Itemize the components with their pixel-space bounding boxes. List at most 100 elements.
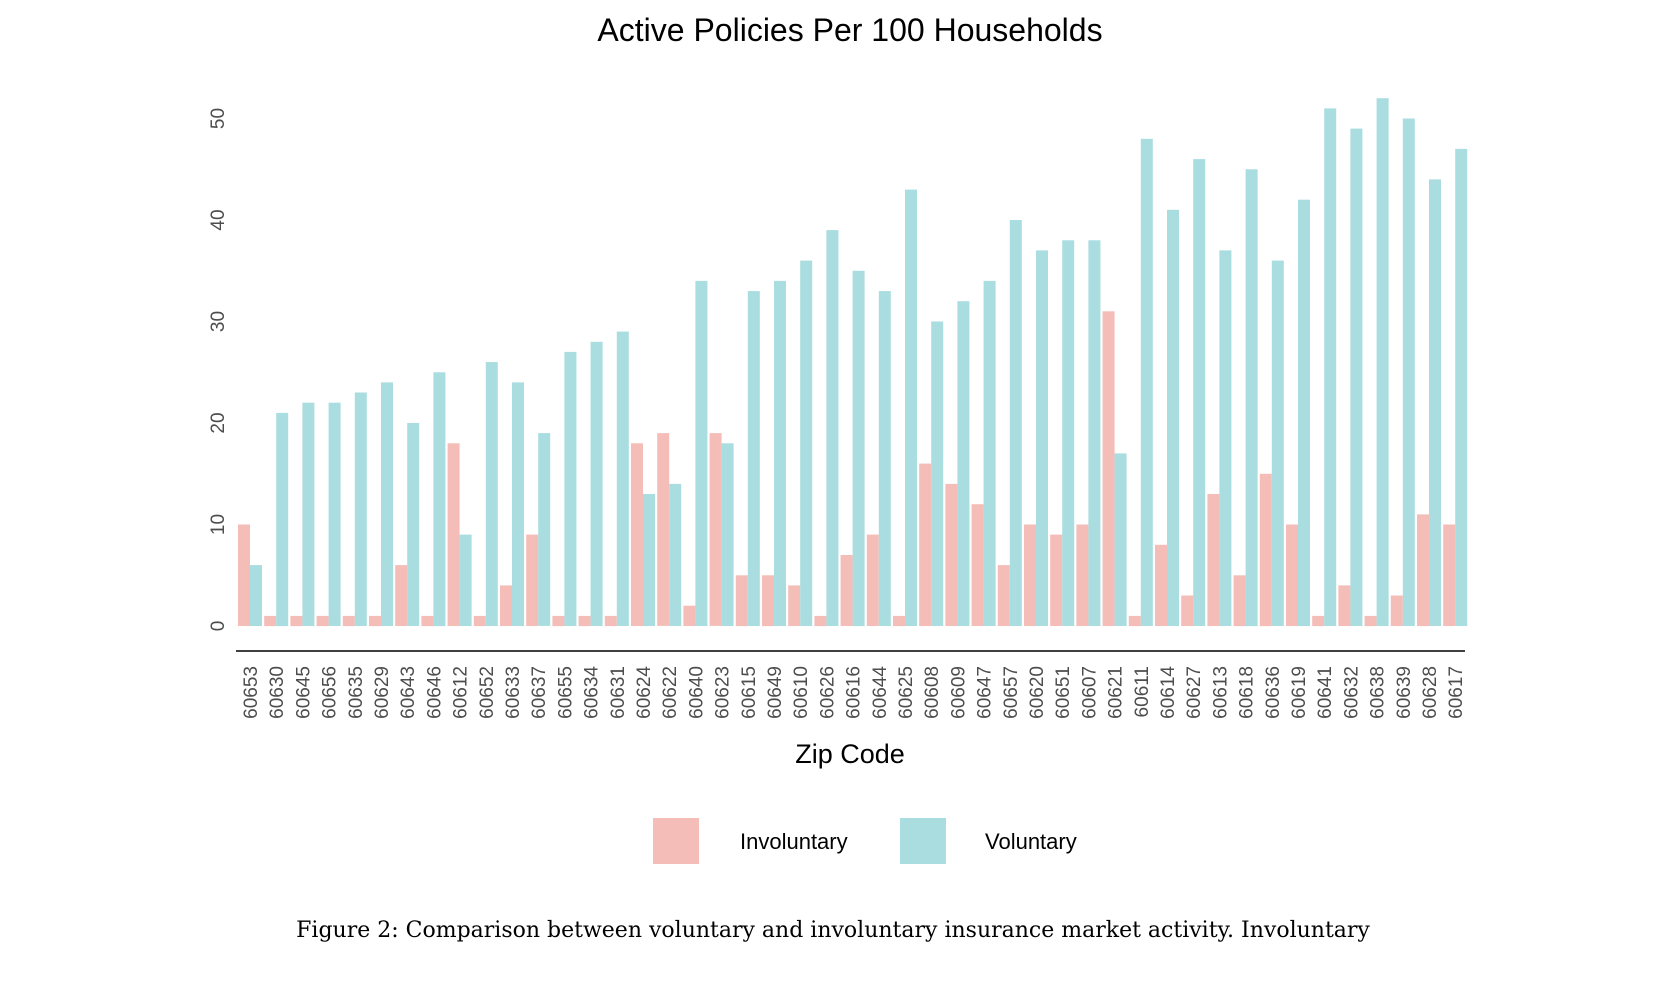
bar-involuntary-60609 xyxy=(945,483,958,626)
bar-involuntary-60643 xyxy=(395,565,408,626)
x-tick-label: 60632 xyxy=(1341,666,1362,719)
bar-voluntary-60622 xyxy=(669,483,682,626)
y-tick-label: 50 xyxy=(208,108,229,129)
x-tick-label: 60655 xyxy=(555,666,576,719)
bar-voluntary-60651 xyxy=(1062,240,1075,627)
bar-involuntary-60625 xyxy=(893,615,905,627)
bar-voluntary-60619 xyxy=(1298,199,1310,626)
x-tick-label: 60656 xyxy=(320,666,341,719)
bar-involuntary-60618 xyxy=(1233,575,1246,627)
bar-involuntary-60620 xyxy=(1024,524,1036,626)
x-tick-label: 60621 xyxy=(1106,666,1127,719)
bar-voluntary-60637 xyxy=(538,433,551,626)
x-tick-label: 60652 xyxy=(477,666,498,719)
x-tick-label: 60623 xyxy=(713,666,734,719)
bar-involuntary-60612 xyxy=(447,443,460,626)
x-tick-label: 60613 xyxy=(1210,666,1231,719)
x-tick-label: 60639 xyxy=(1394,666,1415,719)
x-tick-label: 60619 xyxy=(1289,666,1310,719)
bar-involuntary-60636 xyxy=(1259,473,1272,627)
x-tick-label: 60633 xyxy=(503,666,524,719)
bar-voluntary-60652 xyxy=(485,362,498,626)
bar-chart: Active Policies Per 100 Households 0 10 20… xyxy=(208,12,1468,864)
legend-label-involuntary: Involuntary xyxy=(740,829,848,854)
x-tick-label: 60614 xyxy=(1158,666,1179,719)
bar-voluntary-60608 xyxy=(931,321,944,626)
x-tick-label: 60653 xyxy=(241,666,262,719)
bar-voluntary-60640 xyxy=(695,280,708,626)
x-tick-label: 60626 xyxy=(817,666,838,719)
y-tick-label: 10 xyxy=(208,514,229,535)
x-tick-label: 60657 xyxy=(1001,666,1022,719)
x-tick-label: 60622 xyxy=(660,666,681,719)
bar-voluntary-60615 xyxy=(747,291,760,626)
bar-voluntary-60645 xyxy=(302,402,315,626)
bar-involuntary-60638 xyxy=(1364,615,1377,627)
bar-involuntary-60627 xyxy=(1181,595,1194,626)
bar-voluntary-60632 xyxy=(1350,128,1363,626)
bar-voluntary-60623 xyxy=(721,443,734,626)
x-tick-label: 60636 xyxy=(1263,666,1284,719)
bar-voluntary-60609 xyxy=(957,301,970,626)
bar-voluntary-60628 xyxy=(1429,179,1441,626)
bar-involuntary-60639 xyxy=(1390,595,1403,626)
bar-involuntary-60629 xyxy=(369,615,381,627)
bar-voluntary-60634 xyxy=(590,341,603,626)
bar-involuntary-60621 xyxy=(1102,311,1115,626)
bar-voluntary-60624 xyxy=(643,494,655,626)
bar-involuntary-60617 xyxy=(1443,524,1456,626)
x-tick-label: 60634 xyxy=(582,666,603,719)
bar-involuntary-60622 xyxy=(657,433,670,626)
legend-swatch-voluntary xyxy=(900,818,946,864)
chart-title: Active Policies Per 100 Households xyxy=(597,12,1102,48)
bar-involuntary-60615 xyxy=(735,575,748,627)
x-tick-label: 60644 xyxy=(870,666,891,719)
x-tick-labels: 60653 60630 60645 60656 60635 60629 60643 60646… xyxy=(241,666,1467,719)
bar-voluntary-60620 xyxy=(1036,250,1048,626)
x-tick-label: 60630 xyxy=(267,666,288,719)
bar-involuntary-60611 xyxy=(1128,615,1141,627)
bar-involuntary-60640 xyxy=(683,605,696,626)
x-tick-label: 60651 xyxy=(1053,666,1074,719)
bar-involuntary-60646 xyxy=(421,615,434,627)
bar-involuntary-60631 xyxy=(604,615,617,627)
bar-involuntary-60644 xyxy=(866,534,879,626)
x-tick-label: 60645 xyxy=(293,666,314,719)
x-tick-label: 60618 xyxy=(1237,666,1258,719)
bar-voluntary-60621 xyxy=(1114,453,1127,626)
x-tick-label: 60635 xyxy=(346,666,367,719)
x-tick-label: 60616 xyxy=(844,666,865,719)
bar-involuntary-60649 xyxy=(762,575,774,627)
bar-voluntary-60626 xyxy=(826,230,839,626)
bar-involuntary-60607 xyxy=(1076,524,1089,626)
figure-caption: Figure 2: Comparison between voluntary a… xyxy=(296,918,1370,943)
bar-voluntary-60635 xyxy=(354,392,367,626)
bar-voluntary-60644 xyxy=(878,291,891,626)
x-axis-title: Zip Code xyxy=(795,739,905,769)
y-tick-labels: 0 10 20 30 40 50 xyxy=(208,108,229,631)
x-tick-label: 60646 xyxy=(424,666,445,719)
x-tick-label: 60624 xyxy=(634,666,655,719)
bar-voluntary-60607 xyxy=(1088,240,1101,627)
x-tick-label: 60647 xyxy=(975,666,996,719)
bar-voluntary-60657 xyxy=(1009,220,1022,626)
y-tick-label: 30 xyxy=(208,311,229,332)
bar-voluntary-60612 xyxy=(459,534,472,626)
legend-label-voluntary: Voluntary xyxy=(985,829,1077,854)
bar-involuntary-60655 xyxy=(552,615,565,627)
bar-voluntary-60631 xyxy=(616,331,629,626)
bar-voluntary-60611 xyxy=(1140,138,1153,627)
bar-voluntary-60617 xyxy=(1455,148,1468,626)
bar-voluntary-60647 xyxy=(983,280,996,626)
bar-voluntary-60627 xyxy=(1193,159,1206,626)
bar-involuntary-60632 xyxy=(1338,585,1351,626)
bar-voluntary-60656 xyxy=(328,402,341,626)
x-tick-label: 60608 xyxy=(922,666,943,719)
x-tick-label: 60617 xyxy=(1446,666,1467,719)
x-tick-label: 60607 xyxy=(1079,666,1100,719)
bar-voluntary-60655 xyxy=(564,351,577,626)
bar-involuntary-60628 xyxy=(1417,514,1429,627)
x-tick-label: 60625 xyxy=(896,666,917,719)
y-tick-label: 40 xyxy=(208,209,229,230)
bar-voluntary-60630 xyxy=(276,412,289,627)
